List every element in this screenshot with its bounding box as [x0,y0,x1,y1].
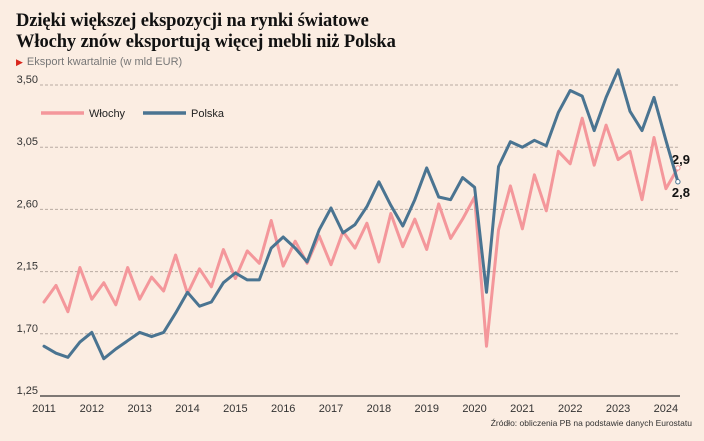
y-tick-label: 2,60 [17,198,38,210]
end-value-label: 2,9 [672,152,690,167]
end-marker [675,165,681,171]
x-tick-label: 2020 [462,403,486,415]
x-tick-label: 2013 [127,403,151,415]
chart-title: Dzięki większej ekspozycji na rynki świa… [16,11,396,53]
x-tick-label: 2022 [558,403,582,415]
x-tick-label: 2024 [654,403,678,415]
x-tick-label: 2023 [606,403,630,415]
end-marker [675,179,681,185]
x-tick-label: 2017 [319,403,343,415]
x-tick-label: 2021 [510,403,534,415]
x-tick-label: 2016 [271,403,295,415]
triangle-right-icon: ▶ [16,57,23,67]
y-tick-label: 3,05 [17,136,38,148]
chart-subtitle-text: Eksport kwartalnie (w mld EUR) [26,56,183,68]
y-tick-label: 3,50 [17,74,38,86]
legend-label: Polska [191,108,225,120]
series-line-polska [42,68,680,361]
x-tick-label: 2018 [367,403,391,415]
chart-subtitle: ▶ Eksport kwartalnie (w mld EUR) [16,56,182,68]
y-tick-label: 1,70 [17,323,38,335]
legend-label: Włochy [89,108,126,120]
y-tick-label: 2,15 [17,261,38,273]
chart-title-line1: Dzięki większej ekspozycji na rynki świa… [16,11,369,31]
y-tick-label: 1,25 [17,385,38,397]
x-tick-label: 2015 [223,403,247,415]
end-value-label: 2,8 [672,185,690,200]
x-tick-label: 2012 [80,403,104,415]
x-tick-label: 2011 [32,403,56,415]
series-line-wlochy [42,116,680,348]
x-tick-label: 2014 [175,403,199,415]
x-tick-label: 2019 [414,403,438,415]
source-note: Źródło: obliczenia PB na podstawie danyc… [490,418,692,428]
chart-title-line2: Włochy znów eksportują więcej mebli niż … [16,32,396,52]
